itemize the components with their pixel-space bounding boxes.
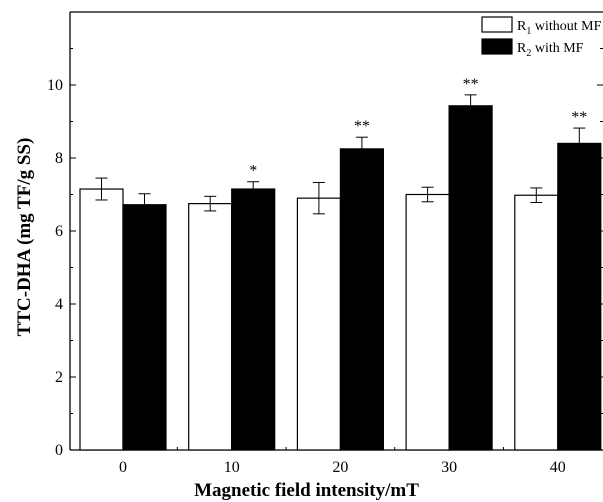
bar-series2-20 — [339, 148, 384, 451]
x-tick-label: 40 — [550, 459, 566, 476]
bar-series2-30 — [448, 105, 493, 451]
chart-bars: ******* — [79, 76, 602, 451]
legend-name-suffix: with MF — [531, 41, 583, 56]
bar-series1-20 — [296, 197, 341, 451]
bar-series2-40 — [557, 142, 602, 451]
y-axis-title: TTC-DHA (mg TF/g SS) — [14, 138, 35, 337]
significance-marker: ** — [571, 109, 587, 126]
legend-name-subscript: 2 — [526, 48, 531, 59]
legend-name-prefix: R — [517, 19, 527, 34]
legend-name-prefix: R — [517, 41, 527, 56]
legend-label-series2: R2 with MF — [517, 41, 584, 59]
y-tick-label: 10 — [47, 77, 63, 94]
legend-name-suffix: without MF — [531, 19, 601, 34]
y-tick-label: 2 — [55, 369, 63, 386]
x-axis-title: Magnetic field intensity/mT — [194, 480, 419, 501]
x-tick-label: 30 — [441, 459, 457, 476]
legend-swatch-series1 — [481, 16, 513, 33]
y-tick-label: 6 — [55, 223, 63, 240]
bar-series1-40 — [514, 194, 559, 451]
y-tick-label: 4 — [55, 296, 63, 313]
x-tick-label: 0 — [119, 459, 127, 476]
bar-series2-10 — [231, 188, 276, 451]
bar-series2-0 — [122, 204, 167, 451]
legend-swatch-series2 — [481, 38, 513, 55]
legend-name-subscript: 1 — [526, 26, 531, 37]
bar-series1-10 — [188, 203, 233, 451]
significance-marker: ** — [354, 118, 370, 135]
y-tick-label: 0 — [55, 442, 63, 459]
bar-series1-30 — [405, 193, 450, 451]
y-tick-label: 8 — [55, 150, 63, 167]
legend-label-series1: R1 without MF — [517, 19, 602, 37]
bar-series1-0 — [79, 188, 124, 451]
x-tick-label: 10 — [224, 459, 240, 476]
significance-marker: * — [249, 163, 257, 180]
x-tick-label: 20 — [332, 459, 348, 476]
significance-marker: ** — [463, 76, 479, 93]
chart-labels: Magnetic field intensity/mT TTC-DHA (mg … — [14, 138, 419, 501]
